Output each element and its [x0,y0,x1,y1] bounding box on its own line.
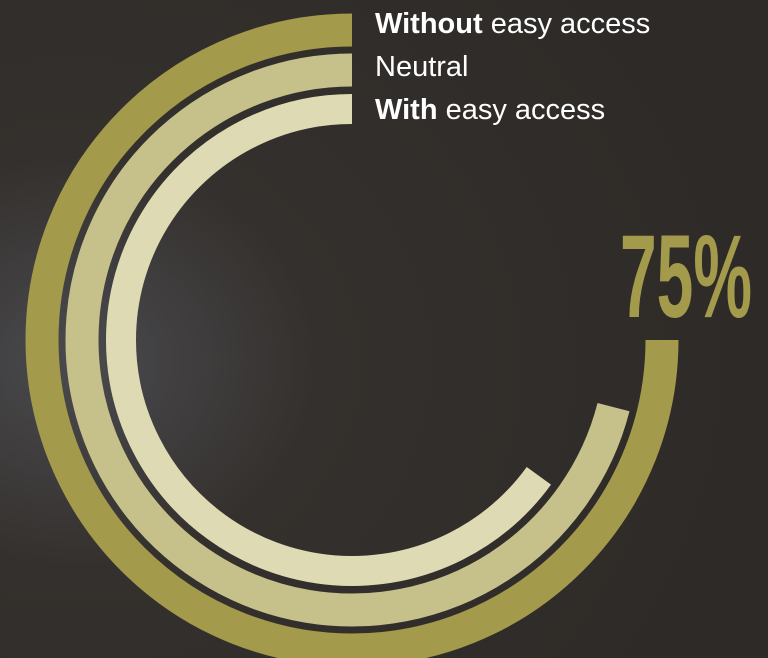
ring-arc [106,94,552,586]
ring-arc [65,53,630,627]
legend: Without easy access Neutral With easy acce… [375,8,650,126]
legend-entry: Neutral [375,51,469,83]
legend-entry: Without easy access [375,8,650,40]
ring-arc [25,13,679,658]
value-label: 75% [620,211,752,343]
legend-entry: With easy access [375,94,605,126]
rings [25,13,679,658]
